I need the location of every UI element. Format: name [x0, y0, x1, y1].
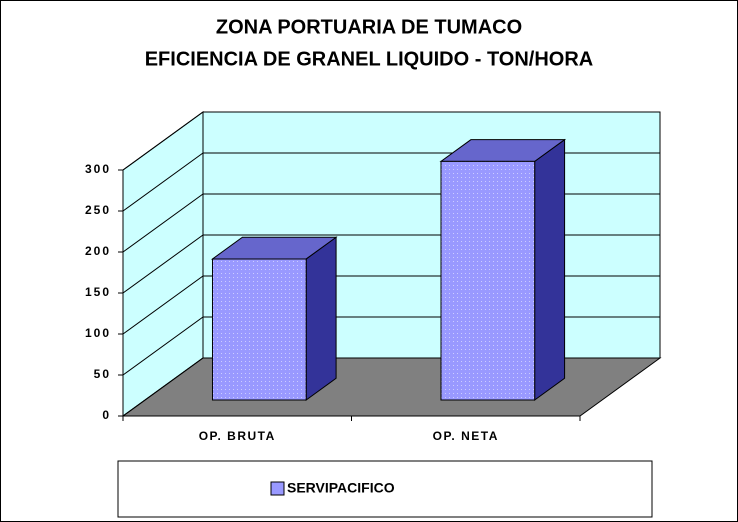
y-tick-label: 0 — [102, 408, 111, 422]
legend-label: SERVIPACIFICO — [287, 480, 395, 496]
bar-front — [211, 258, 307, 401]
y-tick-label: 150 — [85, 285, 111, 299]
bar-side — [305, 236, 337, 401]
chart-title: EFICIENCIA DE GRANEL LIQUIDO - TON/HORA — [145, 48, 594, 70]
y-tick-label: 300 — [85, 162, 111, 176]
bar — [210, 236, 338, 401]
y-tick-label: 250 — [85, 203, 111, 217]
y-tick-label: 100 — [85, 326, 111, 340]
legend-swatch — [270, 481, 285, 496]
bar-side — [534, 138, 566, 401]
x-tick-label: OP. BRUTA — [199, 429, 276, 443]
bar-front — [440, 160, 536, 401]
y-tick-label: 200 — [85, 244, 111, 258]
x-tick-label: OP. NETA — [433, 429, 499, 443]
chart-title: ZONA PORTUARIA DE TUMACO — [216, 16, 522, 38]
y-tick-label: 50 — [94, 367, 111, 381]
floor — [121, 357, 662, 417]
bar — [439, 138, 567, 401]
legend — [117, 460, 653, 518]
grid-line — [122, 111, 660, 171]
